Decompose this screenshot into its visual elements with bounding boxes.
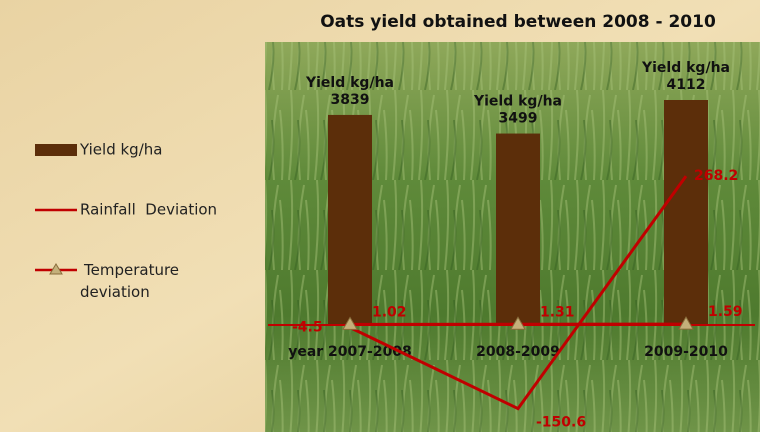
data-label: 1.59 [708, 304, 743, 320]
chart-title: Oats yield obtained between 2008 - 2010 [320, 12, 716, 32]
legend-label: Rainfall Deviation [80, 201, 217, 219]
data-label: 1.31 [540, 304, 575, 320]
data-label-title: Yield kg/ha [641, 60, 730, 76]
legend-swatch [35, 144, 77, 156]
x-tick-label: 2008-2009 [476, 344, 560, 360]
data-label-title: Yield kg/ha [473, 94, 562, 110]
bar [496, 134, 540, 325]
data-label-title: Yield kg/ha [305, 75, 394, 91]
legend-label-line: Temperature [83, 261, 179, 279]
data-label-value: 4112 [667, 77, 706, 93]
chart: Oats yield obtained between 2008 - 2010 … [0, 0, 760, 432]
x-tick-label: 2009-2010 [644, 344, 728, 360]
data-label: 268.2 [694, 168, 738, 184]
legend-label-line: deviation [80, 283, 150, 301]
bar [328, 115, 372, 325]
data-label: 1.02 [372, 304, 407, 320]
data-label-value: 3499 [499, 111, 538, 127]
data-label: -4.5 [292, 319, 323, 335]
x-tick-label: year 2007-2008 [288, 344, 412, 360]
bar [664, 100, 708, 325]
data-label-value: 3839 [331, 92, 370, 108]
legend-label: Yield kg/ha [79, 141, 162, 159]
data-label: -150.6 [536, 415, 586, 431]
